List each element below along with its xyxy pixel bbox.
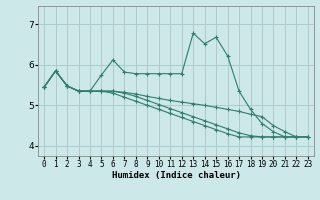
X-axis label: Humidex (Indice chaleur): Humidex (Indice chaleur) [111, 171, 241, 180]
